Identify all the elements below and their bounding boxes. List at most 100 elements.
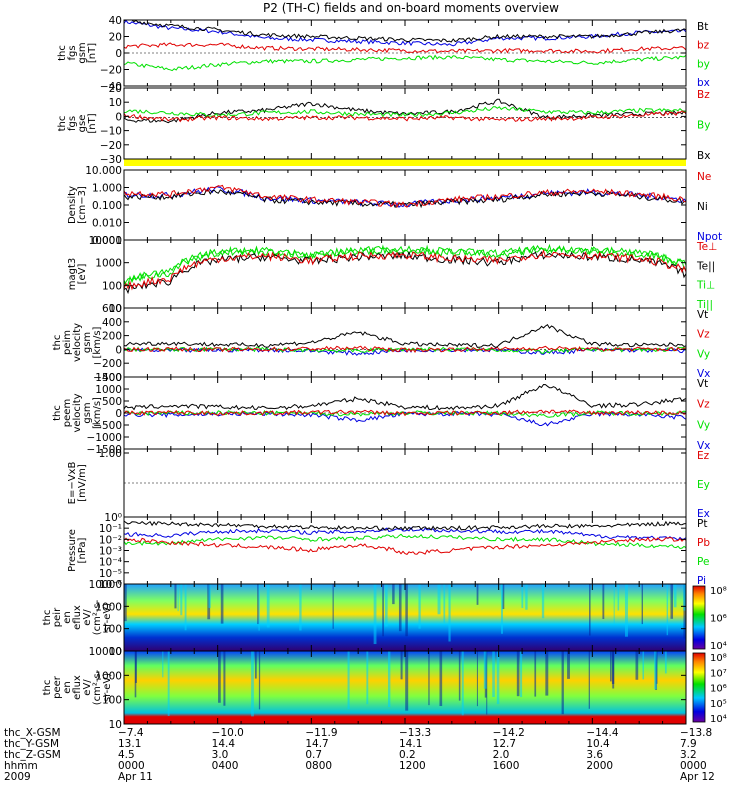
y-axis-label: thc [52,405,63,421]
legend-entry: Vy [697,419,710,431]
y-tick-label: 10 [109,97,122,109]
y-tick-label: 10000 [89,646,122,658]
spectrogram-streak [162,651,164,678]
footer-cell: 2.0 [493,749,510,761]
y-tick-label: −1500 [86,444,122,456]
chart-title: P2 (TH-C) fields and on-board moments ov… [263,1,559,15]
y-tick-label: −1000 [86,432,122,444]
y-axis-label: eflux [72,675,83,700]
footer-cell: 4.5 [118,749,135,761]
spectrogram-streak [461,651,464,716]
y-tick-label: 100 [102,624,122,636]
y-axis-label: eV/ [82,609,93,626]
series-fgs-gsm-bx [123,19,687,47]
footer-cell: 2000 [586,760,613,772]
spectrogram-streak [177,584,179,612]
y-tick-label: 10⁻⁵ [99,568,122,580]
spectrogram-streak [486,651,488,715]
y-tick-label: 1000 [95,258,122,270]
y-tick-label: 0 [115,408,122,420]
legend-entry: Pb [697,537,710,549]
spectrogram-peir-eflux [124,584,686,651]
y-tick-label: 10⁻⁴ [99,557,122,569]
spectrogram-streak [258,651,261,710]
spectrogram-streak [673,584,677,608]
y-axis-label: [cm−3] [77,186,88,224]
y-axis-label: sr-eV) [102,603,113,632]
y-axis-label: gsm [82,332,93,353]
spectrogram-streak [257,584,259,625]
y-axis-label: magt3 [67,258,78,291]
legend-entry: Ex [697,508,710,520]
legend-entry: Ni [697,201,708,213]
y-tick-label: 10⁻⁶ [99,579,122,591]
spectrogram-streak [683,584,687,639]
series-peem-velocity-Vt [123,383,687,411]
y-tick-label: 10 [109,646,122,658]
y-axis-label: [mV/m] [77,464,88,502]
y-tick-label: 0.001 [92,235,122,247]
y-tick-label: −500 [93,420,122,432]
series-temperature-Ti⊥ [123,243,687,285]
spectrogram-streak [180,584,183,616]
spectrogram-streak [208,584,211,608]
legend-entry: Pe [697,556,709,568]
spectrogram-streak [405,651,409,711]
y-tick-label: 1.00 [99,448,122,460]
y-axis-label: [km/s] [92,326,103,358]
series-fgs-gsm-bz [123,42,687,54]
spectrogram-streak [184,584,187,631]
y-axis-label: Pressure [67,529,78,572]
colorbar-tick-label: 10⁶ [710,684,727,695]
y-tick-label: 1000 [95,384,122,396]
spectrogram-streak [347,651,350,710]
colorbar-tick-label: 10⁶ [710,614,727,625]
spectrogram-streak [299,584,302,631]
footer-cell: 14.1 [399,738,422,750]
spectrogram-streak [332,584,334,629]
spectrogram-streak [516,651,520,697]
y-tick-label: −20 [100,65,122,77]
y-axis-label: (cm²-s- [92,669,103,705]
colorbar-peer-eflux [692,652,706,723]
spectrogram-streak [476,651,478,707]
spectrogram-streak [613,584,615,624]
spectrogram-streak [174,584,177,609]
footer-cell: 3.2 [680,749,697,761]
y-tick-label: 10000 [89,579,122,591]
y-tick-label: 600 [102,303,122,315]
spectrogram-streak [167,651,170,717]
footer-cell: 0.2 [399,749,416,761]
y-tick-label: −200 [93,358,122,370]
series-peem-velocity-Vz [123,409,687,417]
spectrogram-streak [567,651,570,679]
colorbar-tick-label: 10⁴ [710,714,727,725]
footer-row-label: 2009 [4,771,31,783]
y-axis-label: fgs [67,45,78,60]
spectrogram-streak [670,584,674,619]
y-tick-label: 10 [109,719,122,731]
spectrogram-streak [483,651,487,689]
series-temperature-Te⊥ [123,249,687,291]
spectrogram-streak [405,584,408,637]
footer-cell: 0.7 [305,749,322,761]
y-axis-label: gsm [77,42,88,63]
spectrogram-streak [443,584,446,623]
spectrogram-streak [251,651,254,717]
y-tick-label: 0.010 [92,218,122,230]
colorbar-tick-label: 10⁸ [710,586,727,597]
spectrogram-streak [258,584,260,631]
series-pressure-Pe [123,533,687,550]
spectrogram-streak [666,584,669,636]
y-tick-label: 200 [102,331,122,343]
y-axis-label: eV/ [82,679,93,696]
y-axis-label: fgs [67,116,78,131]
footer-cell: 0800 [305,760,332,772]
series-peim-velocity-Vz [123,345,687,353]
y-axis-label: thc [42,680,53,696]
spectrogram-streak [218,651,221,703]
legend-entry: By [697,120,710,132]
legend-entry: Vy [697,348,710,360]
spectrogram-streak [220,584,224,624]
